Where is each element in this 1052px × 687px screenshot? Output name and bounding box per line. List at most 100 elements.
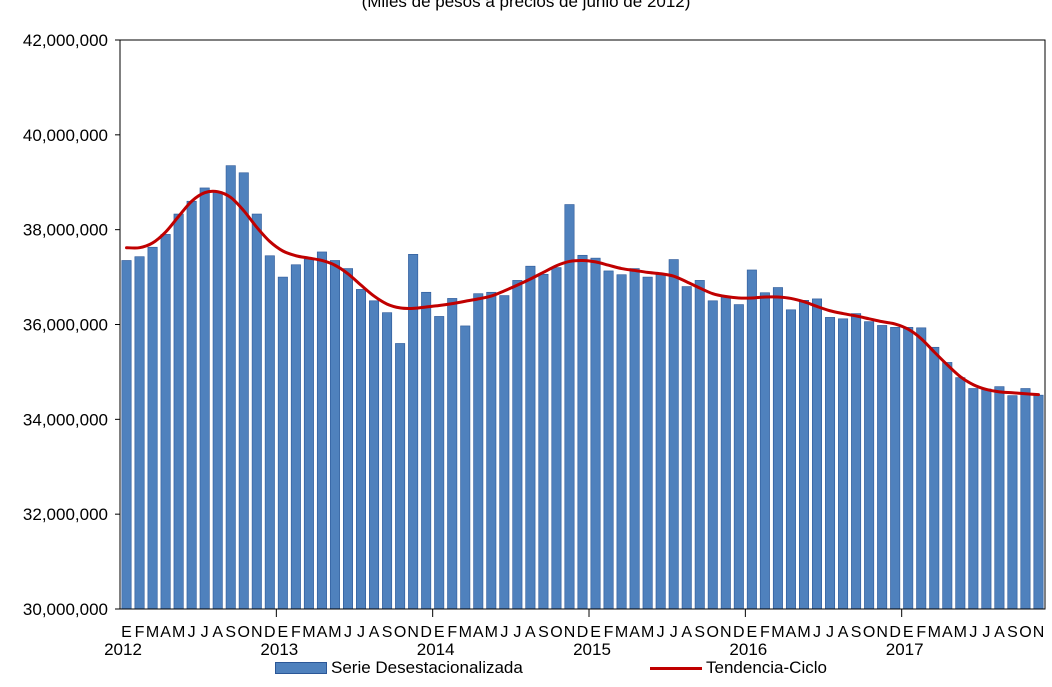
bar-44 bbox=[681, 286, 692, 610]
x-month-label: D bbox=[577, 624, 589, 641]
bar-51 bbox=[772, 287, 783, 610]
x-month-label: O bbox=[550, 624, 562, 641]
bar-69 bbox=[1007, 395, 1018, 610]
x-month-label: M bbox=[615, 624, 628, 641]
bar-2 bbox=[134, 256, 145, 610]
x-month-label: D bbox=[264, 624, 276, 641]
x-month-label: N bbox=[407, 624, 419, 641]
bar-1 bbox=[121, 260, 132, 610]
bar-66 bbox=[968, 388, 979, 610]
bar-30 bbox=[499, 295, 510, 610]
legend-line-swatch bbox=[650, 666, 702, 670]
bar-68 bbox=[994, 386, 1005, 610]
x-month-label: N bbox=[251, 624, 263, 641]
bar-10 bbox=[238, 172, 249, 610]
y-tick-label: 38,000,000 bbox=[23, 221, 108, 240]
bar-67 bbox=[981, 388, 992, 610]
bar-6 bbox=[186, 200, 197, 610]
x-month-label: J bbox=[982, 624, 990, 641]
y-tick-label: 34,000,000 bbox=[23, 410, 108, 429]
bar-17 bbox=[329, 260, 340, 610]
x-month-label: A bbox=[629, 624, 640, 641]
bar-38 bbox=[603, 270, 614, 610]
bar-54 bbox=[812, 298, 823, 610]
x-month-label: J bbox=[357, 624, 365, 641]
bar-56 bbox=[838, 318, 849, 610]
x-month-label: O bbox=[238, 624, 250, 641]
legend-label-bars: Serie Desestacionalizada bbox=[331, 658, 523, 677]
x-month-label: A bbox=[369, 624, 380, 641]
bar-24 bbox=[421, 291, 432, 610]
x-month-label: E bbox=[278, 624, 289, 641]
bar-34 bbox=[551, 267, 562, 610]
x-month-label: F bbox=[760, 624, 770, 641]
bar-71 bbox=[1033, 394, 1044, 610]
x-month-label: F bbox=[916, 624, 926, 641]
bar-12 bbox=[264, 255, 275, 610]
x-year-label: 2014 bbox=[417, 640, 455, 656]
x-month-label: M bbox=[641, 624, 654, 641]
x-month-label: O bbox=[863, 624, 875, 641]
x-month-label: O bbox=[707, 624, 719, 641]
bar-40 bbox=[629, 268, 640, 610]
bar-41 bbox=[642, 276, 653, 610]
chart-plot: 30,000,000 32,000,000 34,000,000 36,000,000… bbox=[23, 31, 1046, 656]
x-month-label: J bbox=[500, 624, 508, 641]
x-month-label: N bbox=[564, 624, 576, 641]
legend-label-line: Tendencia-Ciclo bbox=[706, 658, 827, 677]
bar-43 bbox=[668, 259, 679, 610]
x-month-label: N bbox=[720, 624, 732, 641]
bar-61 bbox=[903, 327, 914, 610]
bar-15 bbox=[303, 258, 314, 610]
bar-50 bbox=[759, 292, 770, 610]
bar-48 bbox=[733, 304, 744, 610]
x-month-label: J bbox=[826, 624, 834, 641]
bar-33 bbox=[538, 273, 549, 610]
bar-13 bbox=[277, 276, 288, 610]
legend-item-line: Tendencia-Ciclo bbox=[650, 658, 827, 678]
x-month-label: S bbox=[225, 624, 236, 641]
x-month-label: A bbox=[786, 624, 797, 641]
x-month-label: E bbox=[903, 624, 914, 641]
y-tick-label: 30,000,000 bbox=[23, 600, 108, 619]
trend-line bbox=[125, 189, 1040, 397]
x-month-label: O bbox=[1019, 624, 1031, 641]
x-month-label: A bbox=[473, 624, 484, 641]
bar-25 bbox=[434, 316, 445, 610]
bar-7 bbox=[199, 187, 210, 610]
x-month-label: F bbox=[291, 624, 301, 641]
x-month-label: A bbox=[212, 624, 223, 641]
x-month-label: M bbox=[459, 624, 472, 641]
bar-52 bbox=[785, 309, 796, 610]
x-month-label: F bbox=[135, 624, 145, 641]
x-month-label: J bbox=[670, 624, 678, 641]
bar-21 bbox=[382, 312, 393, 610]
x-month-label: S bbox=[538, 624, 549, 641]
x-month-label: M bbox=[954, 624, 967, 641]
x-month-label: N bbox=[1033, 624, 1045, 641]
bar-42 bbox=[655, 274, 666, 610]
x-year-label: 2015 bbox=[573, 640, 611, 656]
bar-58 bbox=[864, 321, 875, 610]
x-month-label: S bbox=[694, 624, 705, 641]
x-month-label: N bbox=[876, 624, 888, 641]
y-tick-label: 36,000,000 bbox=[23, 316, 108, 335]
x-month-label: J bbox=[344, 624, 352, 641]
x-month-label: A bbox=[317, 624, 328, 641]
bar-60 bbox=[890, 327, 901, 610]
x-month-label: O bbox=[394, 624, 406, 641]
bar-49 bbox=[746, 269, 757, 610]
x-month-label: E bbox=[747, 624, 758, 641]
x-month-label: M bbox=[328, 624, 341, 641]
bar-46 bbox=[707, 300, 718, 610]
bar-4 bbox=[160, 234, 171, 610]
x-year-label: 2016 bbox=[729, 640, 767, 656]
bar-26 bbox=[447, 298, 458, 610]
x-month-label: J bbox=[969, 624, 977, 641]
bar-64 bbox=[942, 362, 953, 610]
x-month-label: M bbox=[302, 624, 315, 641]
y-tick-label: 32,000,000 bbox=[23, 505, 108, 524]
x-month-label: D bbox=[420, 624, 432, 641]
bar-11 bbox=[251, 213, 262, 610]
x-month-label: D bbox=[889, 624, 901, 641]
